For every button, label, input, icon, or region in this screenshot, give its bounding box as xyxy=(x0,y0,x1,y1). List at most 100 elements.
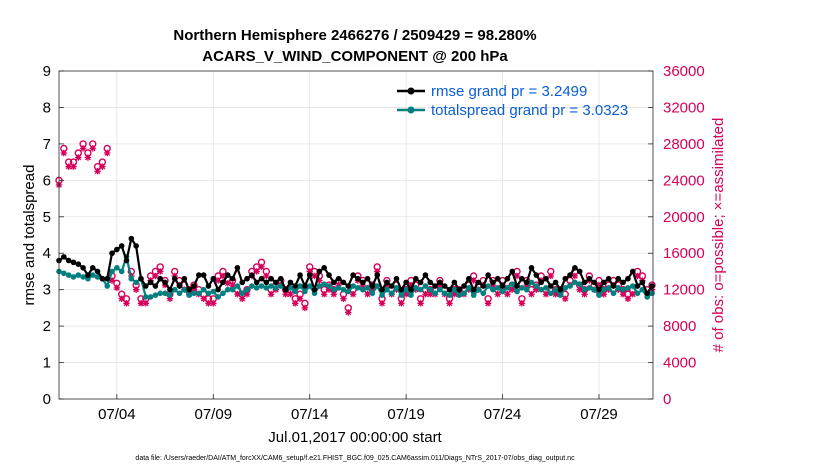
spread-point xyxy=(504,285,511,291)
spread-point xyxy=(499,288,506,295)
rmse-point xyxy=(85,272,91,278)
obs-assimilated-point xyxy=(417,300,424,307)
spread-point xyxy=(316,283,323,289)
spread-point xyxy=(620,286,626,293)
y-right-tick-label: 0 xyxy=(663,391,671,408)
rmse-point xyxy=(128,235,135,242)
rmse-point xyxy=(70,259,77,266)
obs-assimilated-point xyxy=(562,295,569,302)
spread-point xyxy=(364,285,371,291)
y-right-tick-label: 12000 xyxy=(663,282,705,299)
rmse-point xyxy=(205,283,212,289)
spread-point xyxy=(519,285,525,291)
spread-point xyxy=(340,286,347,293)
rmse-point xyxy=(422,272,429,278)
rmse-point xyxy=(374,272,381,278)
obs-assimilated-point xyxy=(267,291,275,298)
rmse-point xyxy=(461,283,467,289)
y-left-tick-label: 4 xyxy=(43,245,51,262)
spread-point xyxy=(258,283,265,289)
spread-point xyxy=(181,286,188,293)
rmse-point xyxy=(186,286,192,293)
y-right-tick-label: 8000 xyxy=(663,318,696,335)
y-left-tick-label: 6 xyxy=(43,172,51,189)
obs-assimilated-point xyxy=(581,291,588,298)
obs-assimilated-point xyxy=(446,300,453,307)
obs-assimilated-point xyxy=(104,149,111,157)
rmse-point xyxy=(591,279,597,286)
obs-assimilated-point xyxy=(301,304,309,312)
spread-point xyxy=(80,274,86,280)
axes-ticks: 0 1 2 3 4 5 6 7 8 9 0 4000 8000 12000 16000 20000 24000 2… xyxy=(43,63,705,423)
rmse-point xyxy=(499,283,506,289)
spread-point xyxy=(547,290,554,297)
spread-point xyxy=(157,290,164,297)
rmse-point xyxy=(504,275,511,282)
spread-point xyxy=(494,285,501,291)
rmse-point xyxy=(576,268,583,275)
y-axis-left-label: rmse and totalspread xyxy=(21,165,38,306)
rmse-point xyxy=(65,257,72,264)
obs-assimilated-point xyxy=(552,291,559,298)
spread-point xyxy=(451,286,458,293)
spread-point xyxy=(437,286,443,293)
spread-point xyxy=(393,285,400,291)
rmse-point xyxy=(398,286,405,293)
obs-assimilated-point xyxy=(624,295,632,302)
chart-title: Northern Hemisphere 2466276 / 2509429 = … xyxy=(173,27,536,44)
obs-assimilated-point xyxy=(349,291,357,298)
rmse-point xyxy=(316,268,323,275)
rmse-point xyxy=(533,272,540,278)
obs-assimilated-point xyxy=(533,286,540,293)
rmse-point xyxy=(639,279,646,286)
obs-assimilated-point xyxy=(229,281,236,289)
rmse-point xyxy=(451,279,458,286)
obs-assimilated-point xyxy=(629,291,636,298)
rmse-point xyxy=(138,275,144,282)
spread-point xyxy=(388,290,395,297)
spread-point xyxy=(625,285,631,291)
spread-point xyxy=(470,292,477,298)
obs-assimilated-point xyxy=(205,300,212,307)
obs-assimilated-point xyxy=(108,277,116,284)
rmse-point xyxy=(99,275,106,282)
rmse-point xyxy=(601,279,607,286)
rmse-point xyxy=(384,279,390,286)
rmse-point xyxy=(263,279,270,286)
obs-assimilated-point xyxy=(494,291,501,298)
legend-spread-marker xyxy=(407,106,415,114)
rmse-point xyxy=(629,268,636,275)
y-left-tick-label: 7 xyxy=(43,136,51,153)
rmse-point xyxy=(61,254,67,260)
obs-assimilated-point xyxy=(70,163,77,170)
spread-point xyxy=(128,275,135,282)
spread-point xyxy=(427,286,434,293)
obs-assimilated-point xyxy=(619,291,627,298)
rmse-point xyxy=(350,272,356,278)
obs-assimilated-point xyxy=(243,291,251,298)
rmse-point xyxy=(441,283,448,289)
rmse-point xyxy=(114,246,120,253)
spread-point xyxy=(456,292,462,298)
rmse-point xyxy=(287,279,294,286)
rmse-point xyxy=(109,250,115,257)
rmse-point xyxy=(514,283,520,289)
spread-point xyxy=(586,285,593,291)
spread-point xyxy=(461,290,467,297)
y-left-tick-label: 8 xyxy=(43,99,51,116)
rmse-point xyxy=(75,261,82,267)
obs-assimilated-point xyxy=(214,277,222,284)
rmse-point xyxy=(379,286,385,293)
spread-point xyxy=(263,285,270,291)
rmse-point xyxy=(552,279,559,286)
spread-point xyxy=(273,285,279,291)
spread-point xyxy=(196,290,202,297)
obs-assimilated-point xyxy=(166,295,174,302)
obs-assimilated-point xyxy=(157,268,164,275)
y-right-tick-label: 32000 xyxy=(663,99,705,116)
spread-point xyxy=(533,283,540,289)
plot-area xyxy=(59,71,653,399)
obs-assimilated-point xyxy=(287,291,294,298)
spread-point xyxy=(605,285,612,291)
rmse-point xyxy=(615,275,622,282)
